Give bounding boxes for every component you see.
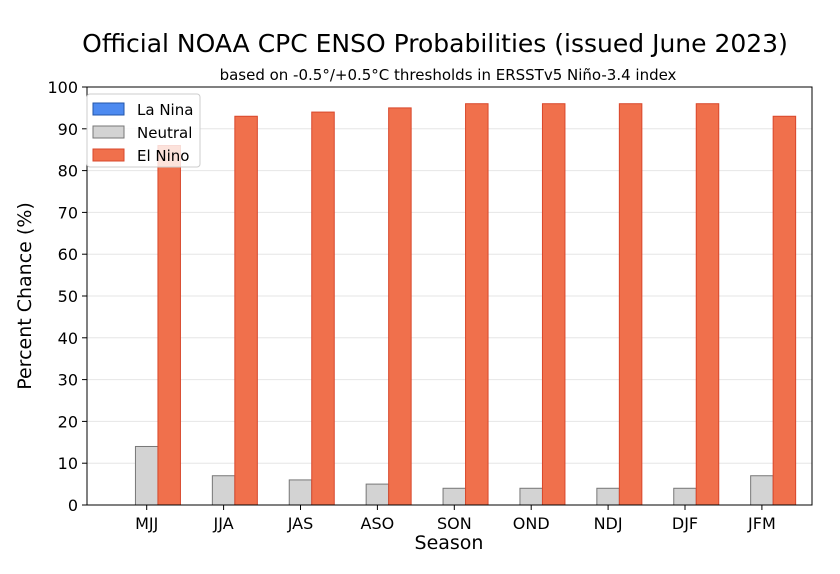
bar-el-nino-mjj: [157, 145, 181, 506]
bar-el-nino-djf: [695, 103, 720, 506]
x-tick-label: JJA: [213, 514, 234, 533]
x-tick-label: NDJ: [594, 514, 623, 533]
bar-el-nino-son: [465, 103, 489, 506]
legend-label: El Nino: [137, 147, 190, 165]
bar-neutral-ndj: [596, 487, 620, 506]
y-tick-label: 20: [58, 412, 78, 431]
chart-subtitle: based on -0.5°/+0.5°C thresholds in ERSS…: [220, 66, 677, 84]
bar-neutral-ond: [519, 487, 543, 506]
y-tick-label: 30: [58, 371, 78, 390]
bar-el-nino-ond: [541, 103, 566, 506]
x-tick-label: ASO: [361, 514, 395, 533]
legend-swatch-la-nina: [92, 102, 125, 116]
x-tick-label: OND: [513, 514, 550, 533]
bar-neutral-jas: [288, 479, 313, 506]
legend: La Nina Neutral El Nino: [86, 93, 201, 168]
y-tick-label: 80: [58, 162, 78, 181]
legend-swatch-el-nino: [92, 148, 125, 162]
bar-el-nino-ndj: [618, 103, 643, 506]
bar-neutral-djf: [673, 487, 697, 506]
bar-el-nino-jas: [311, 111, 335, 506]
x-tick-label: SON: [437, 514, 472, 533]
y-tick-label: 40: [58, 329, 78, 348]
bar-el-nino-jja: [234, 115, 258, 506]
y-tick-label: 90: [58, 120, 78, 139]
bar-neutral-son: [442, 487, 467, 506]
bar-neutral-jja: [211, 475, 236, 506]
bar-el-nino-aso: [388, 107, 412, 506]
legend-label: Neutral: [137, 124, 192, 142]
bar-neutral-jfm: [750, 475, 774, 506]
x-axis-label: Season: [415, 532, 484, 554]
y-tick-label: 50: [58, 287, 78, 306]
y-tick-label: 60: [58, 245, 78, 264]
bar-neutral-mjj: [134, 445, 159, 506]
chart-title: Official NOAA CPC ENSO Probabilities (is…: [82, 29, 788, 58]
y-axis-label: Percent Chance (%): [14, 202, 36, 390]
y-tick-label: 100: [47, 78, 78, 97]
x-tick-label: JFM: [747, 514, 776, 533]
y-tick-label: 70: [58, 203, 78, 222]
y-tick-label: 10: [58, 454, 78, 473]
x-tick-label: JAS: [287, 514, 314, 533]
bar-neutral-aso: [365, 483, 390, 506]
bar-el-nino-jfm: [772, 115, 797, 506]
legend-label: La Nina: [137, 101, 193, 119]
x-tick-label: MJJ: [135, 514, 158, 533]
y-tick-label: 0: [68, 496, 78, 515]
legend-swatch-neutral: [92, 125, 125, 139]
x-tick-label: DJF: [672, 514, 698, 533]
